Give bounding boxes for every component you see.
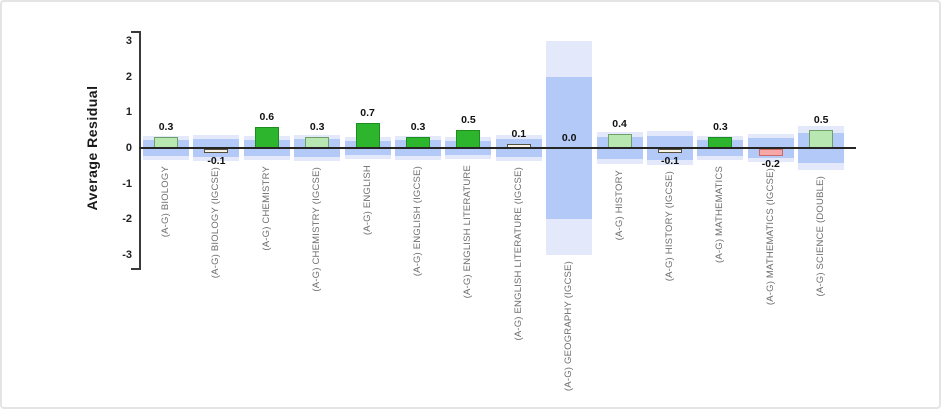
y-axis-bottom-cap — [131, 268, 140, 270]
x-axis-category-label: (A-G) BIOLOGY (IGCSE) — [210, 167, 222, 279]
bar — [456, 130, 481, 148]
y-axis-line — [139, 31, 141, 270]
y-axis-tick-label: 2 — [125, 70, 132, 83]
zero-line — [139, 147, 856, 149]
x-axis-category-label: (A-G) HISTORY (IGCSE) — [664, 171, 675, 282]
bar-value-label: 0.0 — [561, 132, 577, 144]
bar-value-label: 0.5 — [813, 114, 829, 127]
x-axis-category-label: (A-G) ENGLISH (IGCSE) — [412, 166, 423, 277]
x-axis-category-label: (A-G) BIOLOGY — [160, 165, 171, 237]
bar-value-label: 0.3 — [713, 121, 728, 134]
bar — [254, 126, 279, 148]
y-axis-tick-label: -2 — [122, 213, 132, 226]
x-axis-category-label: (A-G) CHEMISTRY (IGCSE) — [311, 167, 323, 292]
x-axis-category-label: (A-G) ENGLISH LITERATURE — [462, 165, 474, 299]
y-axis-tick-label: 3 — [125, 34, 132, 47]
bar-value-label: 0.7 — [360, 107, 375, 119]
y-axis-tick-label: -3 — [122, 249, 132, 262]
x-axis-category-label: (A-G) ENGLISH — [361, 165, 373, 236]
x-axis-category-label: (A-G) CHEMISTRY — [260, 165, 272, 251]
y-axis-top-cap — [131, 31, 140, 33]
x-axis-category-label: (A-G) HISTORY — [613, 170, 625, 241]
bar — [607, 133, 632, 148]
x-axis-category-label: (A-G) ENGLISH LITERATURE (IGCSE) — [512, 167, 524, 341]
x-axis-category-label: (A-G) SCIENCE (DOUBLE) — [815, 176, 827, 297]
bar — [658, 149, 682, 153]
y-axis-tick-label: 0 — [125, 142, 132, 154]
bar-value-label: 0.5 — [461, 114, 476, 127]
bar-value-label: 0.3 — [410, 121, 426, 134]
bar-value-label: 0.3 — [309, 121, 325, 134]
x-axis-category-label: (A-G) MATHEMATICS (IGCSE) — [764, 168, 776, 306]
x-axis-category-label: (A-G) GEOGRAPHY (IGCSE) — [563, 261, 575, 392]
bar — [758, 149, 783, 157]
bar — [355, 123, 380, 148]
bar — [204, 149, 229, 153]
bar-value-label: -0.2 — [761, 158, 780, 171]
bar — [809, 130, 834, 148]
y-axis-tick-label: 1 — [125, 106, 132, 119]
bar-value-label: 0.3 — [158, 121, 174, 134]
bar-value-label: -0.1 — [207, 154, 226, 167]
y-axis-tick-label: -1 — [122, 177, 132, 190]
x-axis-category-label: (A-G) MATHEMATICS — [714, 166, 726, 264]
bar-value-label: 0.6 — [259, 110, 275, 123]
bar-value-label: 0.4 — [612, 117, 627, 130]
bar-value-label: 0.1 — [511, 128, 527, 141]
bar-value-label: -0.1 — [660, 154, 680, 167]
